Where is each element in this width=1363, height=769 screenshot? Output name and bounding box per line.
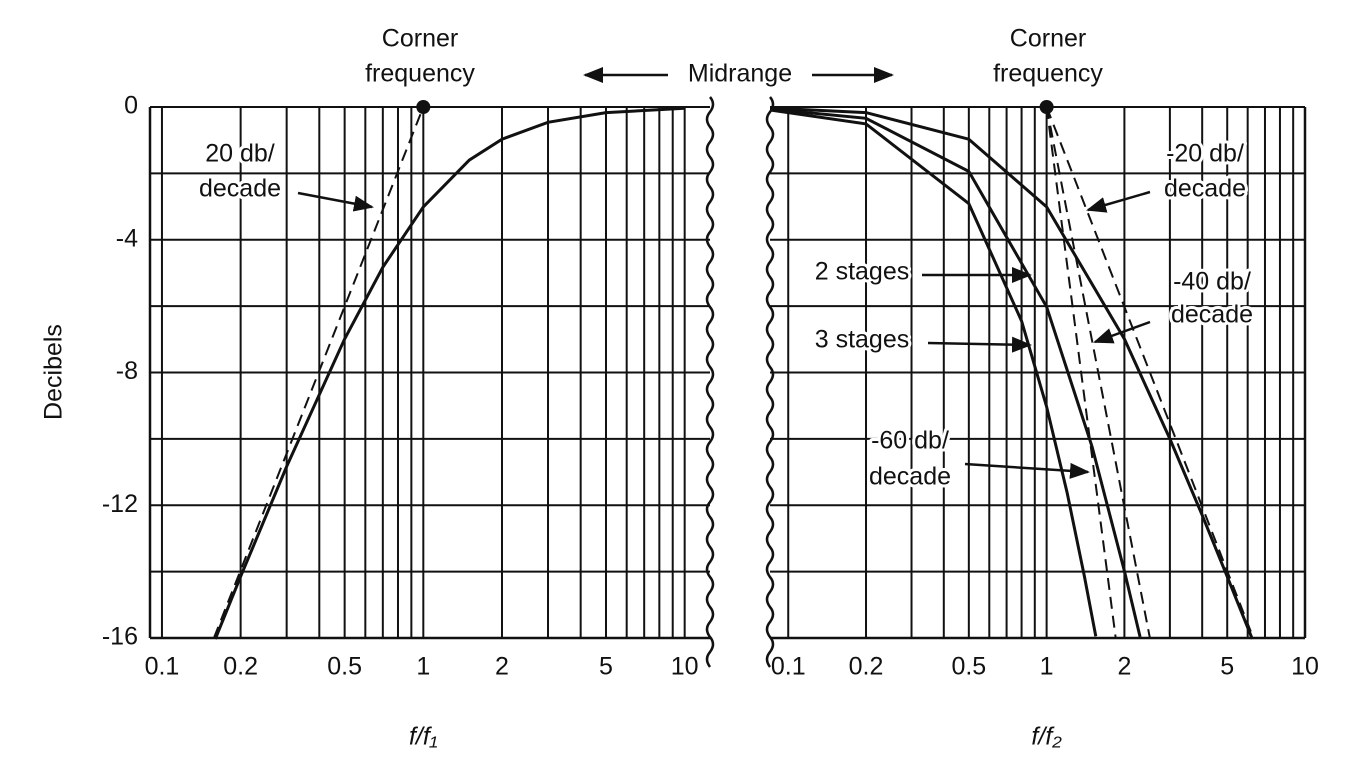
annotation: Midrange bbox=[688, 60, 792, 88]
annotation: -20 db/ bbox=[1166, 140, 1244, 168]
annotation: Corner bbox=[382, 25, 458, 53]
annotation: decade bbox=[869, 463, 951, 491]
y-tick-label: -8 bbox=[116, 357, 138, 385]
x-tick-label: 10 bbox=[671, 653, 699, 681]
y-tick-label: -16 bbox=[102, 623, 138, 651]
response-curve bbox=[770, 106, 1254, 640]
x-tick-label: 0.5 bbox=[951, 653, 986, 681]
annotation: frequency bbox=[993, 60, 1103, 88]
annotation: -60 db/ bbox=[871, 427, 949, 455]
response-curve bbox=[770, 108, 1098, 637]
plot-area bbox=[770, 106, 1305, 640]
x-tick-label: 0.5 bbox=[327, 653, 362, 681]
x-tick-label: 5 bbox=[599, 653, 613, 681]
annotation-arrow bbox=[297, 191, 374, 212]
annotation-arrow bbox=[1086, 190, 1151, 213]
annotation: decade bbox=[1171, 301, 1253, 329]
annotation: decade bbox=[1164, 175, 1246, 203]
x-tick-label: 1 bbox=[416, 653, 430, 681]
x-tick-label: 2 bbox=[495, 653, 509, 681]
x-tick-label: 0.2 bbox=[223, 653, 258, 681]
annotation: 3 stages bbox=[815, 326, 910, 354]
response-curve bbox=[213, 106, 685, 640]
response-curve bbox=[770, 107, 1142, 638]
x-axis-label: f/f₂ bbox=[1031, 723, 1062, 751]
x-tick-label: 0.2 bbox=[849, 653, 884, 681]
annotation-arrow bbox=[1093, 320, 1151, 344]
x-tick-label: 5 bbox=[1220, 653, 1234, 681]
x-tick-label: 0.1 bbox=[145, 653, 180, 681]
y-axis-label: Decibels bbox=[40, 324, 68, 420]
break-edge bbox=[765, 96, 775, 668]
x-tick-label: 0.1 bbox=[771, 653, 806, 681]
plot-area bbox=[150, 106, 710, 640]
y-tick-label: 0 bbox=[124, 92, 138, 120]
annotation: -40 db/ bbox=[1173, 268, 1251, 296]
y-tick-label: -12 bbox=[102, 490, 138, 518]
x-tick-label: 1 bbox=[1040, 653, 1054, 681]
break-edge bbox=[705, 96, 715, 668]
asymptote bbox=[1045, 106, 1151, 639]
annotation: 20 db/ bbox=[205, 140, 275, 168]
x-tick-label: 10 bbox=[1291, 653, 1319, 681]
x-tick-label: 2 bbox=[1117, 653, 1131, 681]
annotation: frequency bbox=[365, 60, 475, 88]
annotation: 2 stages bbox=[815, 258, 910, 286]
x-axis-label: f/f₁ bbox=[409, 723, 438, 751]
y-tick-label: -4 bbox=[116, 224, 138, 252]
annotation: decade bbox=[199, 175, 281, 203]
corner-point bbox=[416, 100, 431, 114]
annotation-arrow bbox=[964, 462, 1090, 479]
corner-point bbox=[1039, 100, 1054, 114]
annotation-arrow bbox=[927, 336, 1032, 353]
asymptote bbox=[1045, 106, 1117, 639]
annotation: Corner bbox=[1010, 25, 1086, 53]
asymptote bbox=[212, 106, 425, 639]
